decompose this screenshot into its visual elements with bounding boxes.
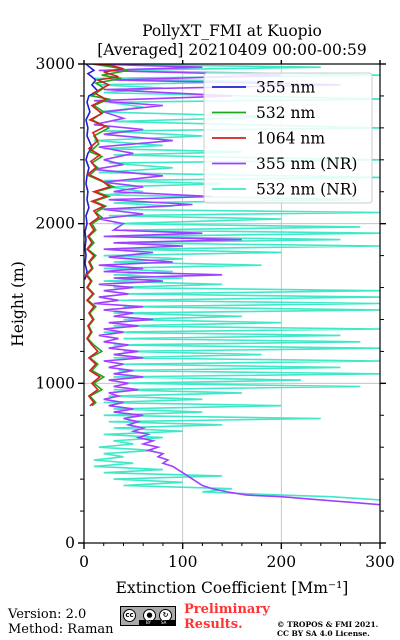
y-tick-label: 3000	[36, 55, 75, 73]
copyright-line-1: © TROPOS & FMI 2021.	[277, 620, 379, 629]
by-label: BY	[146, 620, 151, 625]
preliminary-notice: Preliminary Results.	[184, 602, 270, 632]
x-tick-label: 100	[168, 553, 198, 571]
chart-title-line-2: [Averaged] 20210409 00:00-00:59	[97, 41, 367, 59]
legend-label: 355 nm	[256, 79, 315, 97]
x-axis-label: Extinction Coefficient [Mm⁻¹]	[116, 579, 349, 597]
y-tick-label: 2000	[36, 215, 75, 233]
preliminary-line-1: Preliminary	[184, 602, 270, 617]
legend-box	[203, 72, 373, 204]
cc-icon: cc	[123, 609, 136, 622]
copyright-notice: © TROPOS & FMI 2021. CC BY SA 4.0 Licens…	[277, 620, 378, 638]
series-line-355-nm-nr-	[88, 64, 380, 506]
x-tick-label: 200	[267, 553, 297, 571]
sa-label: SA	[161, 620, 167, 625]
legend: 355 nm 532 nm 1064 nm 355 nm (NR) 532 nm (NR…	[203, 72, 373, 204]
series-line-532-nm	[85, 64, 129, 407]
preliminary-line-2: Results.	[184, 617, 243, 632]
copyright-line-2: CC BY SA 4.0 License.	[277, 629, 370, 638]
series-line-355-nm	[84, 64, 100, 280]
x-tick-label: 0	[79, 553, 89, 571]
method-text: Method: Raman	[8, 622, 114, 637]
legend-label: 532 nm	[256, 104, 315, 122]
legend-label: 1064 nm	[256, 130, 325, 148]
y-tick-label: 0	[65, 534, 75, 552]
license-bar: BY SA	[139, 620, 175, 625]
y-axis-label: Height (m)	[9, 261, 27, 347]
y-tick-label: 1000	[36, 374, 75, 392]
legend-label: 532 nm (NR)	[256, 181, 357, 199]
plot-frame	[83, 63, 381, 544]
axes	[83, 63, 381, 544]
chart-title-line-1: PollyXT_FMI at Kuopio	[142, 22, 322, 40]
cc-by-sa-logo: cc ● ↻ BY SA	[120, 606, 176, 626]
version-text: Version: 2.0	[8, 607, 87, 622]
legend-label: 355 nm (NR)	[256, 155, 357, 173]
x-tick-label: 300	[365, 553, 395, 571]
series-line-1064-nm	[84, 64, 124, 407]
